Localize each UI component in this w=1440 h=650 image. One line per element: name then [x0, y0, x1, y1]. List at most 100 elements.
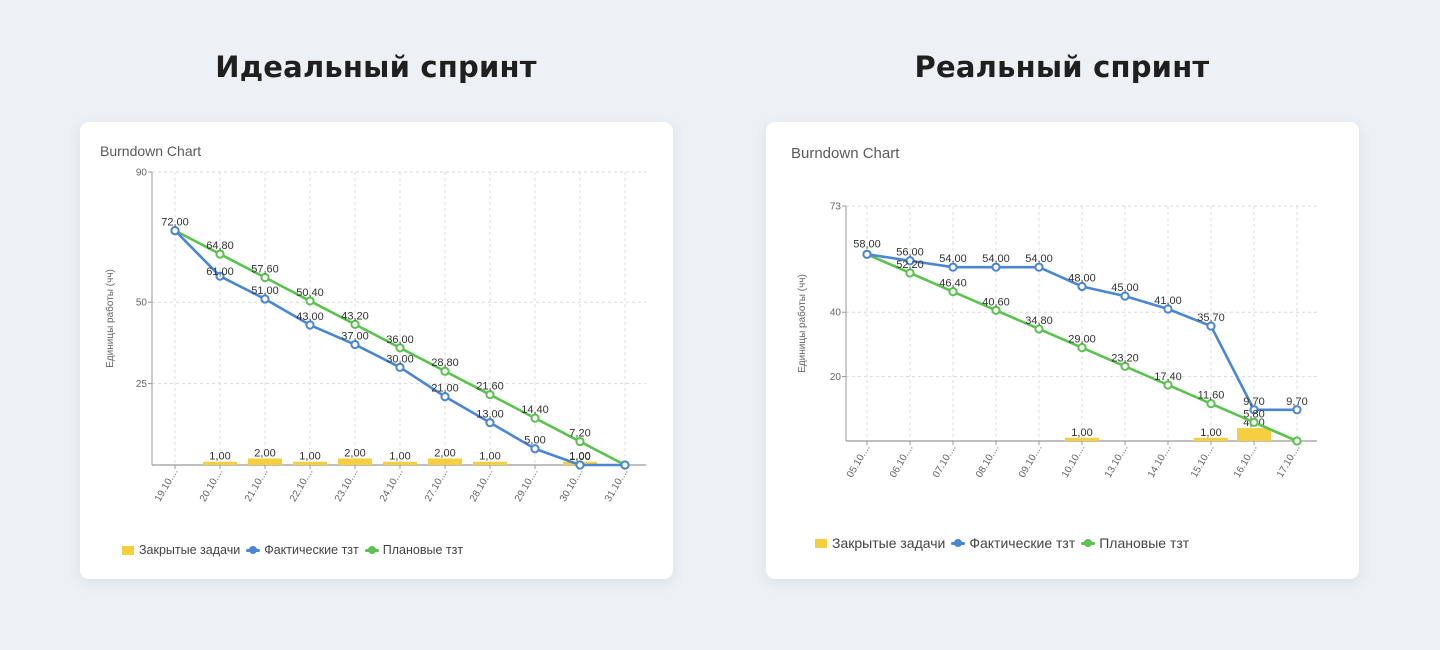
ideal-sprint-heading: Идеальный спринт [215, 50, 537, 84]
y-tick-label: 90 [136, 168, 148, 179]
legend-actual[interactable]: Фактические тзт [246, 543, 359, 557]
bar-swatch-icon [815, 538, 827, 548]
x-tick-label: 17.10.... [1275, 443, 1303, 480]
actual-value-label: 54,00 [982, 253, 1010, 265]
planned-point [350, 319, 360, 329]
planned-point [1077, 343, 1087, 353]
x-tick-label: 23.10.... [333, 467, 361, 504]
planned-point [530, 413, 540, 423]
x-tick-label: 21.10.... [243, 467, 271, 504]
planned-value-label: 34,80 [1025, 315, 1053, 327]
line-swatch-icon [246, 545, 261, 555]
planned-point [215, 249, 225, 259]
legend-label: Фактические тзт [969, 535, 1076, 551]
legend-closed-tasks[interactable]: Закрытые задачи [815, 535, 945, 551]
planned-value-label: 64,80 [206, 240, 234, 252]
legend-label: Плановые тзт [1099, 535, 1190, 551]
closed-tasks-bar [293, 461, 327, 465]
bar-value-label: 1,00 [569, 451, 590, 463]
bar-value-label: 1,00 [299, 451, 320, 463]
closed-tasks-bar [203, 461, 237, 465]
actual-value-label: 48,00 [1068, 272, 1096, 284]
planned-value-label: 52,20 [896, 259, 924, 271]
x-tick-label: 09.10.... [1017, 443, 1045, 480]
planned-point [1249, 417, 1259, 427]
x-tick-label: 13.10.... [1103, 443, 1131, 480]
planned-point [905, 268, 915, 278]
actual-point [991, 262, 1001, 272]
actual-value-label: 30,00 [386, 353, 414, 365]
bar-value-label: 1,00 [479, 451, 500, 463]
closed-tasks-bar [473, 461, 507, 465]
planned-value-label: 23,20 [1111, 352, 1139, 364]
legend-actual[interactable]: Фактические тзт [951, 535, 1075, 551]
planned-point [305, 296, 315, 306]
y-tick-label: 73 [830, 202, 842, 213]
y-tick-label: 20 [830, 372, 842, 383]
x-tick-label: 28.10.... [468, 467, 496, 504]
chart-legend: Закрытые задачи Фактические тзт Плановые… [122, 543, 469, 557]
actual-value-label: 1,00 [569, 451, 590, 463]
x-tick-label: 31.10.... [603, 467, 631, 504]
legend-closed-tasks[interactable]: Закрытые задачи [122, 543, 240, 557]
x-tick-label: 19.10.... [153, 467, 181, 504]
x-tick-label: 14.10.... [1146, 443, 1174, 480]
actual-value-label: 35,70 [1197, 312, 1225, 324]
bar-value-label: 2,00 [434, 447, 455, 459]
legend-label: Закрытые задачи [832, 535, 946, 551]
bar-value-label: 2,00 [254, 447, 275, 459]
actual-point [260, 294, 270, 304]
x-tick-label: 08.10.... [974, 443, 1002, 480]
closed-tasks-bar [1065, 437, 1099, 441]
closed-tasks-bar [338, 458, 372, 465]
planned-value-label: 57,60 [251, 263, 279, 275]
planned-value-label: 46,40 [939, 278, 967, 290]
actual-value-label: 72,00 [161, 217, 189, 229]
planned-point [991, 305, 1001, 315]
planned-value-label: 29,00 [1068, 334, 1096, 346]
legend-label: Фактические тзт [264, 543, 359, 557]
actual-value-label: 13,00 [476, 409, 504, 421]
planned-value-label: 43,20 [341, 310, 369, 322]
actual-point [170, 226, 180, 236]
planned-value-label: 17,40 [1154, 371, 1182, 383]
actual-value-label: 41,00 [1154, 295, 1182, 307]
legend-planned[interactable]: Плановые тзт [1081, 535, 1189, 551]
actual-point [485, 418, 495, 428]
actual-point [575, 460, 585, 470]
actual-point [395, 362, 405, 372]
ideal-burndown-card: Burndown Chart 90 50 25 Единицы работы (чч)… [80, 122, 673, 579]
y-axis-title: Единицы работы (чч) [796, 274, 808, 373]
planned-point [1163, 380, 1173, 390]
planned-value-label: 28,80 [431, 357, 459, 369]
actual-point [1077, 281, 1087, 292]
planned-value-label: 11,60 [1198, 390, 1225, 402]
actual-point [620, 460, 630, 470]
actual-value-label: 51,00 [251, 285, 279, 297]
actual-value-label: 5,00 [524, 435, 545, 447]
actual-value-label: 43,00 [296, 311, 324, 323]
planned-value-label: 50,40 [296, 287, 324, 299]
planned-point [440, 366, 450, 376]
planned-value-label: 40,60 [982, 296, 1010, 308]
planned-point [395, 343, 405, 353]
planned-point [575, 436, 585, 447]
planned-point [1120, 361, 1130, 371]
planned-point [1034, 324, 1044, 334]
planned-value-label: 14,40 [521, 404, 549, 416]
real-burndown-chart: 73 40 20 Единицы работы (чч) 05.10.... 06.10.… [796, 202, 1317, 480]
x-tick-label: 22.10.... [288, 467, 316, 504]
legend-label: Закрытые задачи [139, 543, 241, 557]
actual-point [1249, 405, 1259, 415]
y-tick-label: 50 [136, 298, 148, 309]
y-tick-label: 25 [136, 379, 148, 390]
actual-point [215, 271, 225, 281]
legend-planned[interactable]: Плановые тзт [364, 543, 463, 557]
planned-point [948, 287, 958, 297]
real-sprint-heading: Реальный спринт [914, 50, 1210, 84]
planned-value-label: 7,20 [569, 428, 590, 440]
real-burndown-card: Burndown Chart 73 40 20 Единицы работы (чч)… [766, 122, 1359, 579]
actual-value-label: 58,00 [853, 238, 881, 250]
ideal-burndown-chart: 90 50 25 Единицы работы (чч) 19.10.... 20.10.… [104, 168, 646, 504]
closed-tasks-bar [383, 461, 417, 465]
